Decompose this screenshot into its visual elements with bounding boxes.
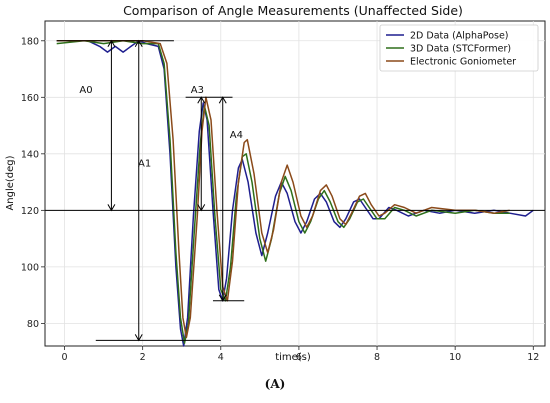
y-tick-label: 140 xyxy=(21,149,39,160)
annotations: A0 A1 A3 A4 xyxy=(79,39,243,342)
y-axis-label: Angle(deg) xyxy=(5,155,16,210)
annotation-arrowhead-bottom xyxy=(107,204,116,212)
x-axis-label: time(s) xyxy=(275,352,311,363)
x-tick-label: 8 xyxy=(374,352,380,363)
series-line-3 xyxy=(56,40,510,339)
legend: 2D Data (AlphaPose) 3D Data (STCFormer) El… xyxy=(379,24,539,72)
axis-ticks: 0 2 4 6 8 10 12 80 100 120 140 160 180 xyxy=(21,36,539,363)
legend-box xyxy=(379,24,539,72)
annotation-arrowhead-bottom xyxy=(134,334,143,342)
series-layer xyxy=(56,40,534,347)
y-tick-label: 100 xyxy=(21,262,39,273)
y-tick-label: 160 xyxy=(21,93,39,104)
annotation-label: A1 xyxy=(138,158,151,169)
y-tick-label: 80 xyxy=(27,319,39,330)
chart-title: Comparison of Angle Measurements (Unaffe… xyxy=(123,3,463,18)
x-tick-label: 12 xyxy=(527,352,539,363)
annotation-label: A0 xyxy=(79,85,92,96)
annotation-arrowhead-top xyxy=(107,39,116,48)
annotation-arrowhead-bottom xyxy=(197,204,206,212)
annotation-arrowhead-top xyxy=(218,96,227,104)
annotation-label: A3 xyxy=(191,85,204,96)
series-line-2 xyxy=(56,40,510,344)
reference-lines xyxy=(45,40,545,341)
annotation-label: A4 xyxy=(230,130,243,141)
x-tick-label: 6 xyxy=(296,352,302,363)
plot-area xyxy=(44,20,546,347)
x-tick-label: 0 xyxy=(62,352,68,363)
legend-label-3: Electronic Goniometer xyxy=(410,57,516,68)
x-tick-label: 2 xyxy=(140,352,146,363)
y-tick-label: 120 xyxy=(21,206,39,217)
annotation-arrowhead-bottom xyxy=(218,294,227,302)
legend-label-2: 3D Data (STCFormer) xyxy=(410,44,511,55)
annotation-arrowhead-top xyxy=(134,39,143,48)
figure-caption: (A) xyxy=(264,377,286,391)
x-tick-label: 4 xyxy=(218,352,224,363)
y-tick-label: 180 xyxy=(21,36,39,47)
x-tick-label: 10 xyxy=(449,352,461,363)
legend-label-1: 2D Data (AlphaPose) xyxy=(410,31,509,42)
annotation-arrowhead-top xyxy=(197,96,206,104)
